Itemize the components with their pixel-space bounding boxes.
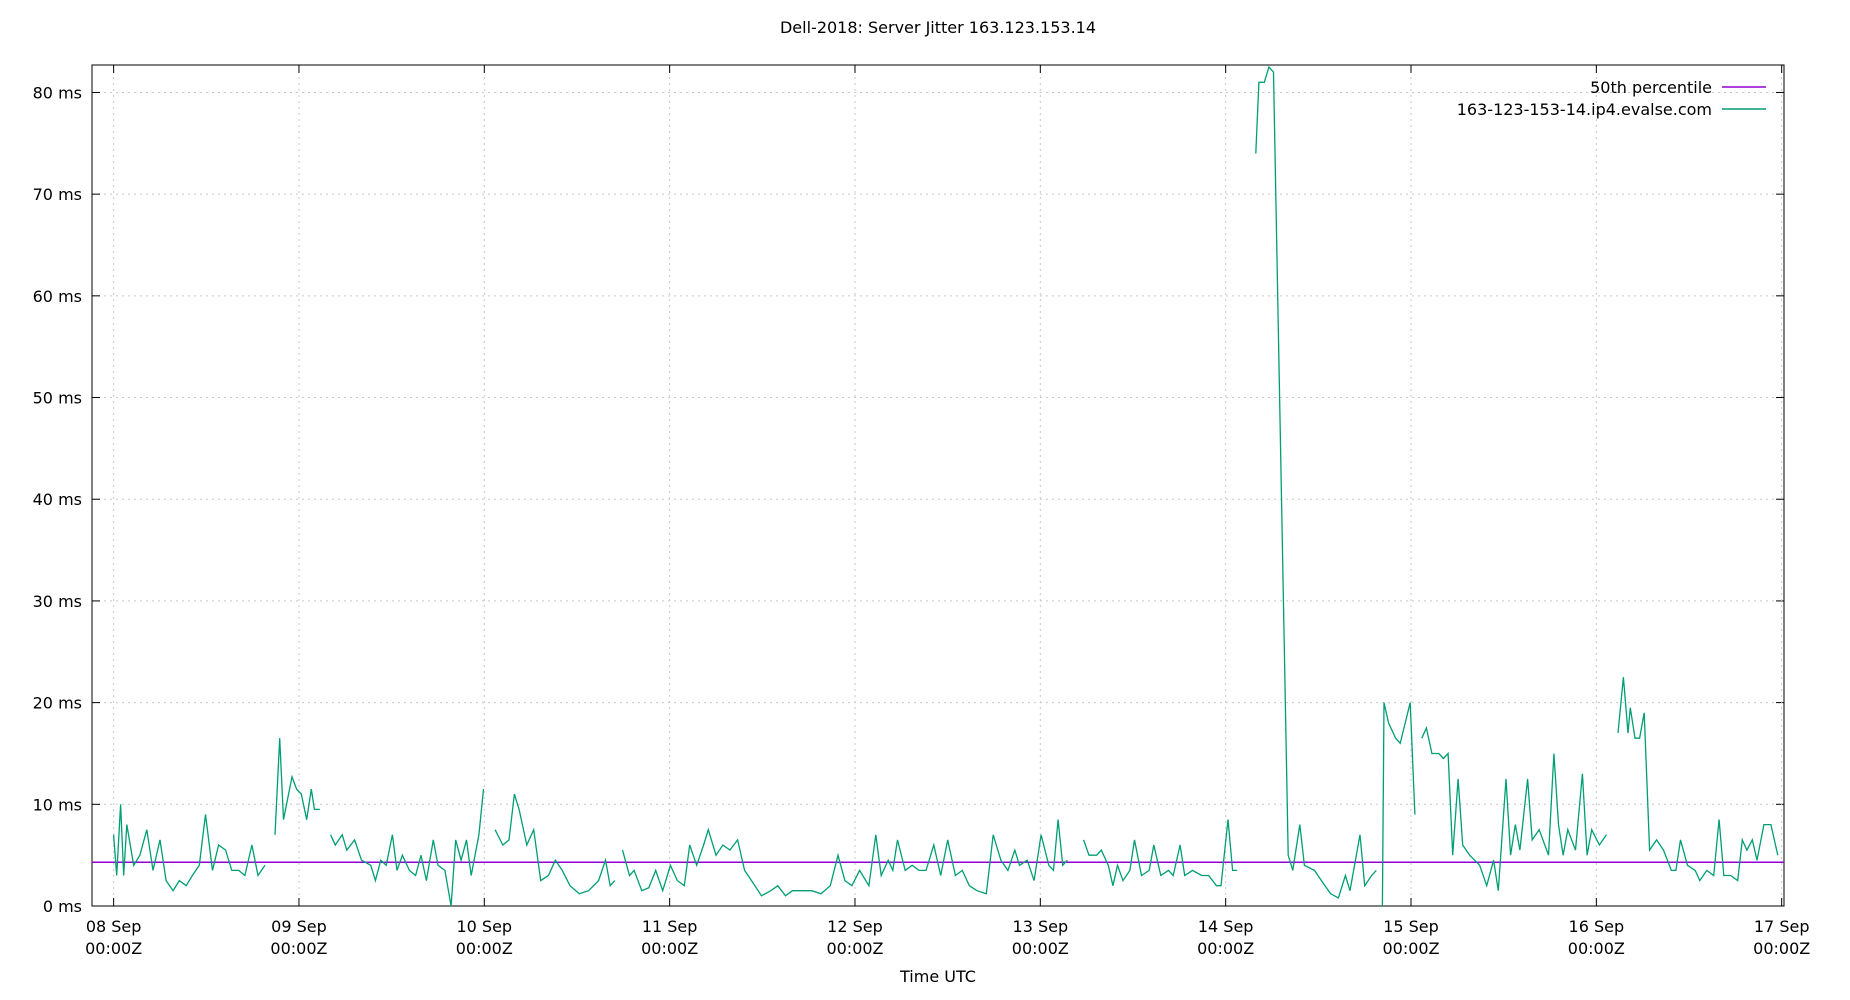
x-tick-label: 00:00Z bbox=[1382, 939, 1439, 958]
x-tick-label: 16 Sep bbox=[1569, 917, 1625, 936]
y-tick-label: 60 ms bbox=[33, 287, 82, 306]
chart-title: Dell-2018: Server Jitter 163.123.153.14 bbox=[780, 18, 1096, 37]
x-tick-label: 00:00Z bbox=[85, 939, 142, 958]
x-tick-label: 00:00Z bbox=[1753, 939, 1810, 958]
line-series bbox=[1421, 725, 1607, 891]
y-tick-label: 20 ms bbox=[33, 694, 82, 713]
x-tick-label: 14 Sep bbox=[1198, 917, 1254, 936]
line-series bbox=[330, 789, 485, 907]
x-tick-label: 08 Sep bbox=[86, 917, 142, 936]
y-tick-label: 50 ms bbox=[33, 389, 82, 408]
x-tick-label: 00:00Z bbox=[641, 939, 698, 958]
x-tick-label: 00:00Z bbox=[456, 939, 513, 958]
x-tick-label: 10 Sep bbox=[456, 917, 512, 936]
line-series bbox=[1255, 65, 1377, 899]
y-tick-label: 0 ms bbox=[43, 897, 82, 916]
x-tick-label: 13 Sep bbox=[1013, 917, 1069, 936]
y-tick-label: 80 ms bbox=[33, 83, 82, 102]
x-tick-label: 00:00Z bbox=[826, 939, 883, 958]
legend-label: 163-123-153-14.ip4.evalse.com bbox=[1457, 100, 1712, 119]
plot-border bbox=[91, 64, 1785, 907]
x-tick-label: 17 Sep bbox=[1754, 917, 1810, 936]
line-series bbox=[1082, 819, 1238, 887]
line-series bbox=[494, 793, 616, 895]
y-tick-label: 10 ms bbox=[33, 795, 82, 814]
line-series bbox=[1617, 677, 1779, 882]
x-tick-label: 09 Sep bbox=[271, 917, 327, 936]
line-series bbox=[1381, 702, 1416, 907]
y-tick-label: 70 ms bbox=[33, 185, 82, 204]
legend-label: 50th percentile bbox=[1590, 78, 1712, 97]
y-tick-label: 30 ms bbox=[33, 592, 82, 611]
line-series bbox=[112, 804, 266, 892]
x-tick-label: 12 Sep bbox=[827, 917, 883, 936]
x-axis-label: Time UTC bbox=[899, 967, 976, 986]
line-series bbox=[621, 819, 1068, 897]
x-tick-label: 15 Sep bbox=[1383, 917, 1439, 936]
x-tick-label: 11 Sep bbox=[642, 917, 698, 936]
x-tick-label: 00:00Z bbox=[1568, 939, 1625, 958]
x-tick-label: 00:00Z bbox=[1197, 939, 1254, 958]
x-tick-label: 00:00Z bbox=[1012, 939, 1069, 958]
y-tick-label: 40 ms bbox=[33, 490, 82, 509]
line-series bbox=[274, 738, 320, 835]
x-tick-label: 00:00Z bbox=[270, 939, 327, 958]
